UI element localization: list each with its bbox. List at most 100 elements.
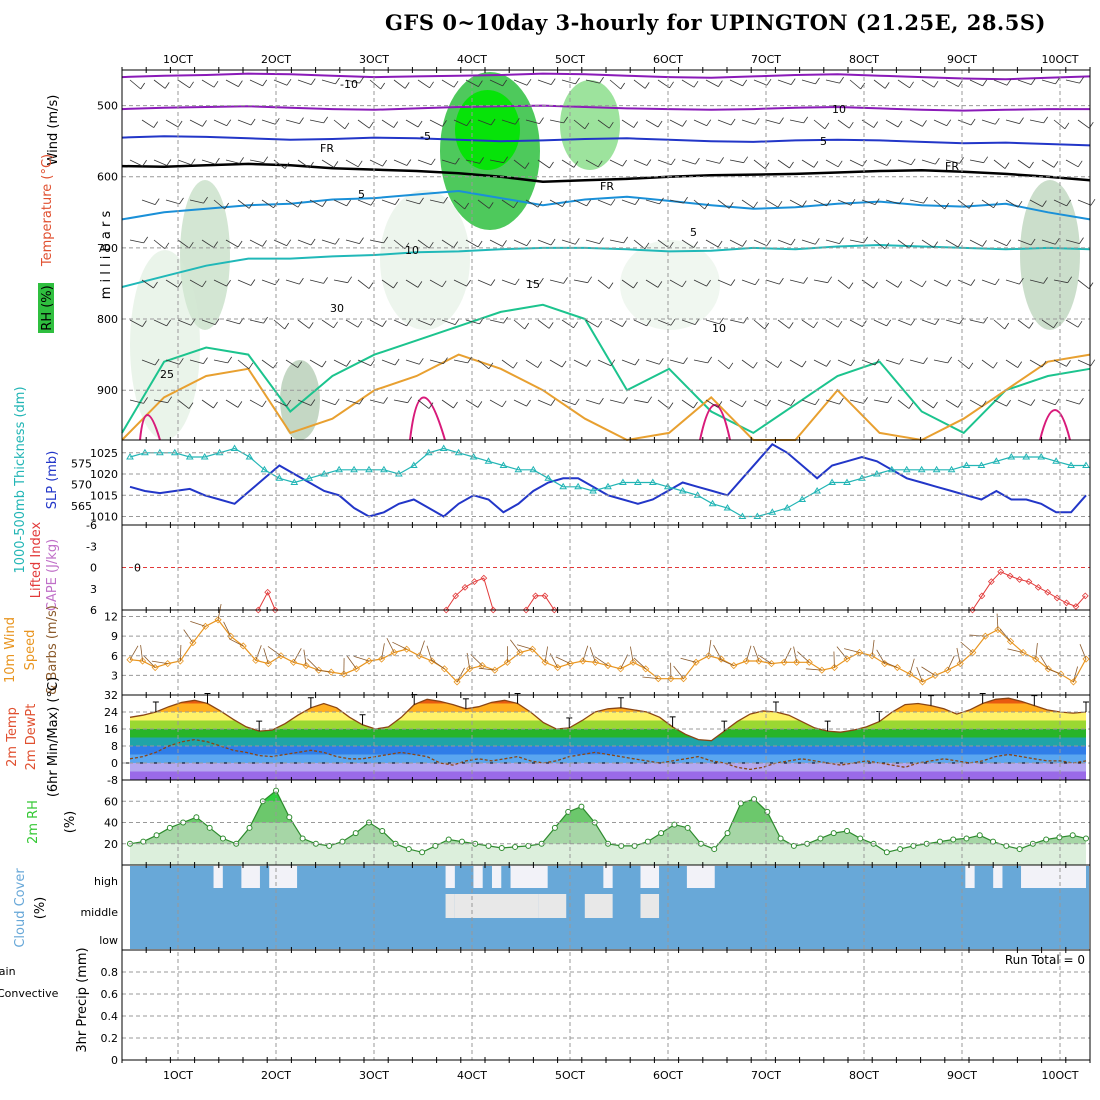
date-label-bottom: 8OCT <box>849 1069 879 1082</box>
wind-barb-flag <box>1053 321 1058 329</box>
lifted-index-point <box>550 606 558 614</box>
wind-barb-flag <box>502 79 508 87</box>
wind-barb-flag <box>922 120 927 127</box>
wind-barb <box>645 199 660 205</box>
wind-barb <box>537 319 550 329</box>
wind10-barb <box>719 658 734 666</box>
wind-barb <box>405 359 420 365</box>
wind-barb <box>813 359 827 367</box>
rh-point <box>790 842 797 849</box>
contour-label: 15 <box>526 278 540 291</box>
wind-barb-flag <box>479 157 484 164</box>
wind10-point <box>289 658 298 666</box>
wind-barb <box>777 399 792 406</box>
wind-barb-flag <box>777 361 783 368</box>
thickness-point <box>1007 453 1016 460</box>
wind-barb <box>969 239 983 247</box>
thickness-point <box>1037 453 1046 460</box>
wind-barb <box>657 399 670 409</box>
wind-barb <box>201 399 214 409</box>
wind-barb-flag <box>203 357 208 364</box>
wind-barb <box>417 159 432 166</box>
wind-barb <box>405 119 419 128</box>
wind-barb-flag <box>299 117 304 124</box>
wind-barb-flag <box>910 158 916 166</box>
wind-barb <box>141 199 156 205</box>
wind10-barb <box>757 654 772 664</box>
date-label-top: 1OCT <box>163 53 193 66</box>
wind-barb-flag <box>753 201 758 209</box>
wind-barb <box>585 159 599 168</box>
wind-barb <box>441 239 454 248</box>
temp-band <box>130 763 1086 772</box>
wind10-panel <box>121 609 1091 696</box>
wind-barb-flag <box>597 320 603 328</box>
li-tick: -3 <box>86 540 97 553</box>
wind-barb-flag <box>323 116 329 124</box>
wind-barb <box>309 199 323 207</box>
wind-barb-flag <box>490 279 496 286</box>
wind-barb-flag <box>1006 78 1012 86</box>
wind-barb-flag <box>839 76 844 84</box>
wind-barb-flag <box>142 320 147 327</box>
wind-barb <box>525 359 538 368</box>
wind-barb <box>213 199 225 210</box>
wind-barb <box>297 319 310 329</box>
wind10-point <box>1082 655 1090 663</box>
wind-barb <box>1029 119 1044 124</box>
wind-barb-flag <box>634 358 640 366</box>
wind-barb-flag <box>668 402 674 409</box>
wind-barb <box>897 399 910 409</box>
wind-barb <box>777 79 792 85</box>
wind-barb-flag <box>213 80 219 88</box>
wind-barb-flag <box>933 241 939 248</box>
wind-barb-flag <box>1079 237 1084 244</box>
freezing-label: FR <box>320 142 334 155</box>
rh-point <box>419 849 426 856</box>
wind-barb <box>249 319 264 324</box>
wind-barb-flag <box>248 362 254 370</box>
wind-barb <box>837 119 850 129</box>
wind-barb <box>453 119 467 127</box>
wind-barb-flag <box>190 158 196 166</box>
wind-barb-flag <box>586 360 591 367</box>
wind-barb-flag <box>743 316 748 324</box>
thickness-point <box>1082 461 1090 468</box>
wind-barb <box>1029 199 1043 207</box>
wind-barb-flag <box>335 77 340 85</box>
wind-barb <box>1041 159 1055 168</box>
wind-barb-flag <box>250 279 256 286</box>
wind-barb-flag <box>394 198 400 205</box>
wind-barb-flag <box>526 78 532 86</box>
pressure-axis-label: m i l l i b a r s <box>99 211 114 300</box>
wind10-barb <box>969 634 986 637</box>
wind-barb <box>393 159 408 166</box>
wind-barb <box>201 239 214 248</box>
wind-barb <box>225 319 240 325</box>
wind10-point <box>491 666 499 674</box>
wind-barb <box>369 319 383 327</box>
wind-barb <box>1029 359 1043 368</box>
wind-barb <box>465 399 479 408</box>
wind-barb-flag <box>897 120 903 128</box>
wind10-point <box>252 656 260 664</box>
wind-barb <box>849 79 861 90</box>
wind-barb <box>765 199 779 208</box>
wind-barb <box>357 359 371 367</box>
wind-barb <box>993 319 1005 330</box>
lifted-index-point <box>969 606 976 614</box>
wind-barb <box>465 79 479 87</box>
wind10-barb <box>478 667 495 671</box>
wind-barb <box>201 79 215 88</box>
wind-barb-flag <box>994 278 1000 286</box>
wind-barb <box>153 159 168 166</box>
wind-barb <box>321 159 335 168</box>
wind10-point <box>139 657 147 665</box>
wind-barb-flag <box>874 358 880 366</box>
wind-barb-flag <box>909 81 914 89</box>
wind10-barb <box>745 645 752 662</box>
cloud-level-label: low <box>99 934 118 947</box>
wind-barb <box>729 239 743 247</box>
thickness-point <box>126 453 134 460</box>
wind-barb-flag <box>898 358 904 365</box>
